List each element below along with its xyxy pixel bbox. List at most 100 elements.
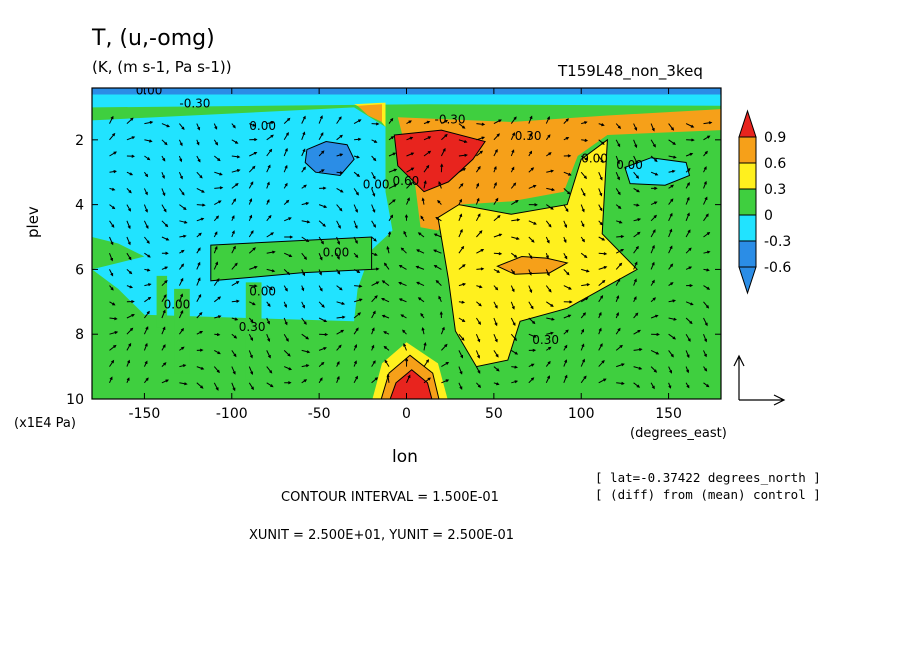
vector-head xyxy=(599,222,603,226)
vector-arrow xyxy=(581,283,590,287)
vector-head xyxy=(404,214,409,218)
vector-head xyxy=(375,267,380,271)
y-axis-label: plev xyxy=(24,206,42,238)
vector-head xyxy=(337,241,340,245)
vector-head xyxy=(271,269,276,273)
vector-head xyxy=(550,169,555,173)
vector-head xyxy=(267,354,271,359)
vector-head xyxy=(584,254,588,259)
vector-arrow xyxy=(633,348,642,351)
vector-head xyxy=(144,209,148,213)
vector-head xyxy=(445,361,450,365)
vector-arrow xyxy=(615,139,621,147)
vector-head xyxy=(180,327,184,332)
vector-head xyxy=(354,225,358,230)
vector-arrow xyxy=(476,123,485,125)
vector-arrow xyxy=(336,116,342,124)
vector-head xyxy=(513,116,517,120)
vector-arrow xyxy=(633,232,641,238)
vector-arrow xyxy=(475,334,480,342)
vector-arrow xyxy=(178,171,183,179)
vector-head xyxy=(302,148,306,152)
vector-arrow xyxy=(441,344,448,351)
vector-arrow xyxy=(476,249,484,254)
vector-arrow xyxy=(598,172,603,180)
vector-head xyxy=(493,181,497,186)
vector-head xyxy=(374,295,378,299)
vector-arrow xyxy=(475,350,480,358)
y-axis-unit: (x1E4 Pa) xyxy=(14,416,76,431)
vector-head xyxy=(566,272,570,276)
vector-head xyxy=(616,312,619,316)
warm-surface-core xyxy=(390,369,432,399)
vector-head xyxy=(252,165,256,170)
vector-head xyxy=(355,327,359,331)
vector-head xyxy=(464,153,468,157)
vector-head xyxy=(372,193,376,197)
experiment-label: T159L48_non_3keq xyxy=(558,62,703,80)
vector-arrow xyxy=(231,281,239,287)
vector-arrow xyxy=(353,298,362,303)
vector-head xyxy=(462,282,467,286)
vector-head xyxy=(652,144,656,148)
vector-head xyxy=(113,170,117,174)
vector-head xyxy=(110,257,113,262)
vector-head xyxy=(582,312,586,316)
vector-head xyxy=(270,134,274,138)
vector-arrow xyxy=(476,230,483,238)
vector-head xyxy=(164,223,169,228)
warm-core-upper xyxy=(394,130,486,192)
vector-head xyxy=(426,164,430,169)
vector-head xyxy=(511,306,515,310)
vector-head xyxy=(145,326,149,330)
vector-head xyxy=(550,331,554,335)
contour-label: 0.00 xyxy=(581,152,608,166)
vector-arrow xyxy=(616,235,624,238)
vector-arrow xyxy=(178,310,184,319)
vector-head xyxy=(375,281,380,285)
contour-label: 0.00 xyxy=(363,177,390,191)
vector-head xyxy=(180,277,184,282)
vector-arrow xyxy=(283,269,290,275)
vector-head xyxy=(564,255,568,260)
vector-arrow xyxy=(580,188,586,196)
vector-head xyxy=(267,338,271,343)
vector-head xyxy=(511,149,515,153)
vector-arrow xyxy=(161,204,167,212)
vector-head xyxy=(214,231,218,235)
vector-arrow xyxy=(336,285,343,291)
vector-head xyxy=(287,353,291,357)
vector-head xyxy=(198,232,202,236)
vector-head xyxy=(420,215,424,219)
vector-arrow xyxy=(493,317,498,326)
vector-arrow xyxy=(493,119,502,125)
vector-head xyxy=(408,120,412,124)
vector-head xyxy=(478,303,482,307)
vector-arrow xyxy=(685,123,694,128)
vector-arrow xyxy=(703,197,708,205)
vector-head xyxy=(600,295,604,299)
vector-arrow xyxy=(528,116,533,124)
vector-arrow xyxy=(126,328,133,335)
vector-head xyxy=(109,376,113,380)
vector-head xyxy=(669,370,672,374)
vector-arrow xyxy=(423,359,429,367)
vector-head xyxy=(216,369,220,374)
vector-head xyxy=(530,305,534,310)
vector-head xyxy=(567,314,572,318)
vector-head xyxy=(581,208,585,213)
vector-arrow xyxy=(283,350,291,357)
vector-head xyxy=(617,191,621,196)
vector-arrow xyxy=(266,134,274,141)
vector-head xyxy=(179,158,183,163)
vector-arrow xyxy=(354,285,362,287)
vector-head xyxy=(266,181,270,186)
vector-arrow xyxy=(283,333,289,342)
vector-head xyxy=(383,262,388,266)
vector-head xyxy=(586,283,591,287)
vector-head xyxy=(584,138,589,142)
vector-arrow xyxy=(266,251,275,254)
vector-arrow xyxy=(434,233,442,238)
contour-line-0 xyxy=(304,140,355,177)
vector-head xyxy=(706,231,711,236)
